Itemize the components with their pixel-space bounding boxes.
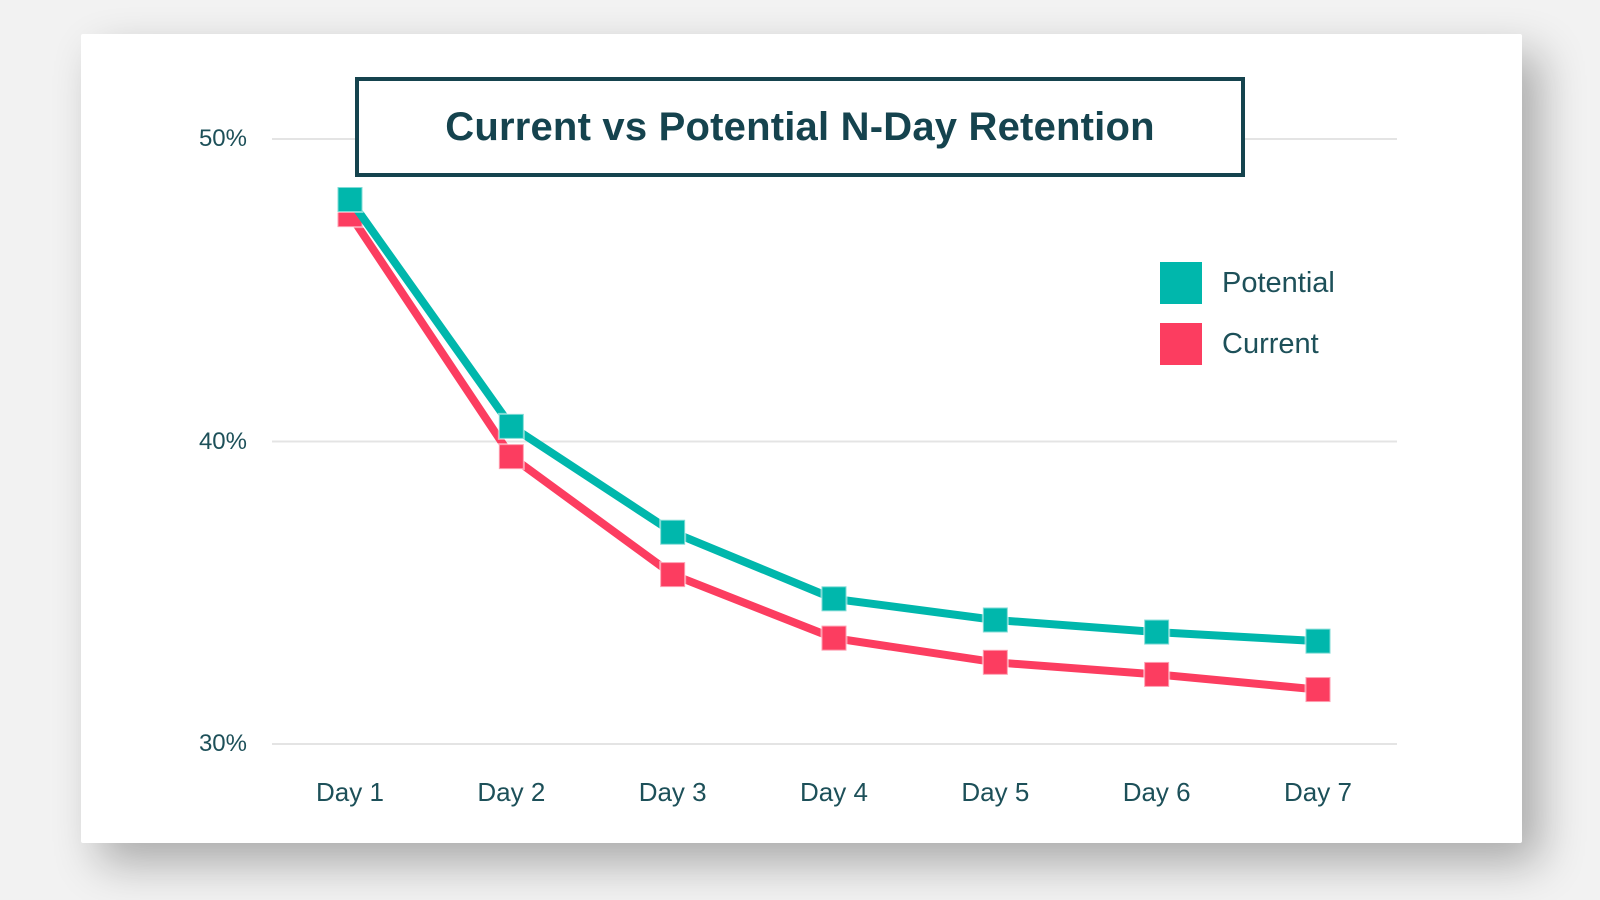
legend-label: Current xyxy=(1222,328,1319,360)
chart-card: Current vs Potential N-Day Retention 50%… xyxy=(81,34,1522,843)
legend-label: Potential xyxy=(1222,267,1335,299)
x-axis-tick-label: Day 3 xyxy=(638,777,707,807)
chart-legend: Potential Current xyxy=(1160,262,1335,384)
y-axis-tick-label: 30% xyxy=(198,730,247,757)
marker-current-day-2 xyxy=(497,443,525,471)
marker-potential-day-1 xyxy=(336,186,364,213)
marker-current-day-4 xyxy=(820,624,848,652)
marker-current-day-5 xyxy=(981,648,1009,676)
legend-item-current: Current xyxy=(1160,323,1335,365)
marker-current-day-3 xyxy=(659,561,687,589)
x-axis-tick-label: Day 6 xyxy=(1122,777,1191,807)
marker-potential-day-7 xyxy=(1304,627,1332,655)
x-axis-tick-label: Day 5 xyxy=(961,777,1030,807)
x-axis-tick-label: Day 1 xyxy=(316,777,384,807)
marker-potential-day-5 xyxy=(981,606,1009,634)
y-axis-tick-label: 40% xyxy=(198,427,247,455)
chart-title: Current vs Potential N-Day Retention xyxy=(445,104,1155,149)
marker-current-day-7 xyxy=(1304,676,1332,704)
x-axis-tick-label: Day 2 xyxy=(477,777,546,807)
marker-potential-day-3 xyxy=(659,518,687,546)
marker-potential-day-2 xyxy=(497,412,525,440)
marker-potential-day-4 xyxy=(820,585,848,613)
x-axis-tick-label: Day 4 xyxy=(800,777,868,807)
marker-potential-day-6 xyxy=(1143,618,1171,646)
chart-title-box: Current vs Potential N-Day Retention xyxy=(355,77,1245,177)
legend-swatch-potential xyxy=(1160,262,1202,304)
legend-item-potential: Potential xyxy=(1160,262,1335,304)
y-axis-tick-label: 50% xyxy=(198,125,247,152)
marker-current-day-6 xyxy=(1143,660,1171,688)
retention-line-chart xyxy=(272,138,1397,745)
x-axis-tick-label: Day 7 xyxy=(1284,777,1352,807)
legend-swatch-current xyxy=(1160,323,1202,365)
